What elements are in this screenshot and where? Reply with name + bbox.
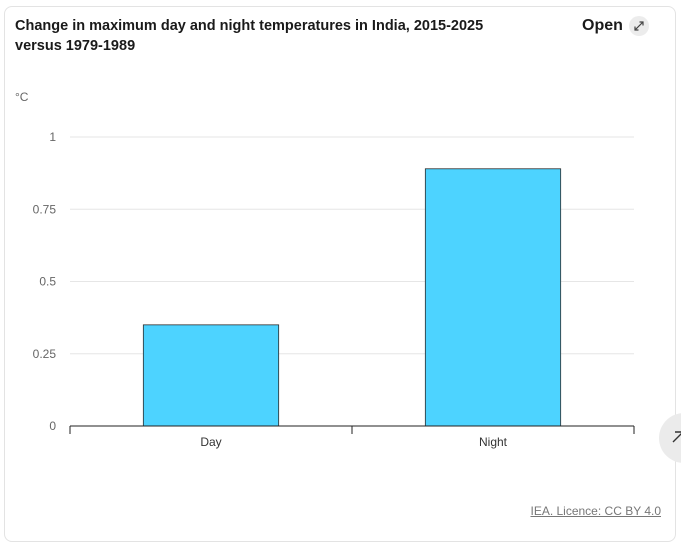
y-tick-label: 0: [49, 419, 56, 433]
x-tick-label: Day: [200, 435, 221, 449]
y-tick-label: 0.5: [39, 275, 56, 289]
expand-arrow-icon: [628, 16, 649, 36]
chart-title: Change in maximum day and night temperat…: [15, 18, 484, 54]
y-tick-label: 0.75: [33, 202, 57, 216]
chart-card: [4, 6, 676, 542]
y-axis-unit: °C: [15, 90, 29, 104]
bar-night: [424, 168, 562, 427]
y-tick-label: 0.25: [33, 347, 57, 361]
bar-day: [142, 324, 280, 427]
x-tick-label: Night: [479, 435, 508, 449]
scroll-top-button[interactable]: [659, 413, 681, 463]
y-tick-label: 1: [49, 130, 56, 144]
arrow-up-icon: [671, 429, 681, 448]
open-button-label: Open: [582, 17, 623, 34]
source-link[interactable]: IEA. Licence: CC BY 4.0: [530, 504, 661, 518]
open-button[interactable]: Open: [582, 16, 649, 36]
